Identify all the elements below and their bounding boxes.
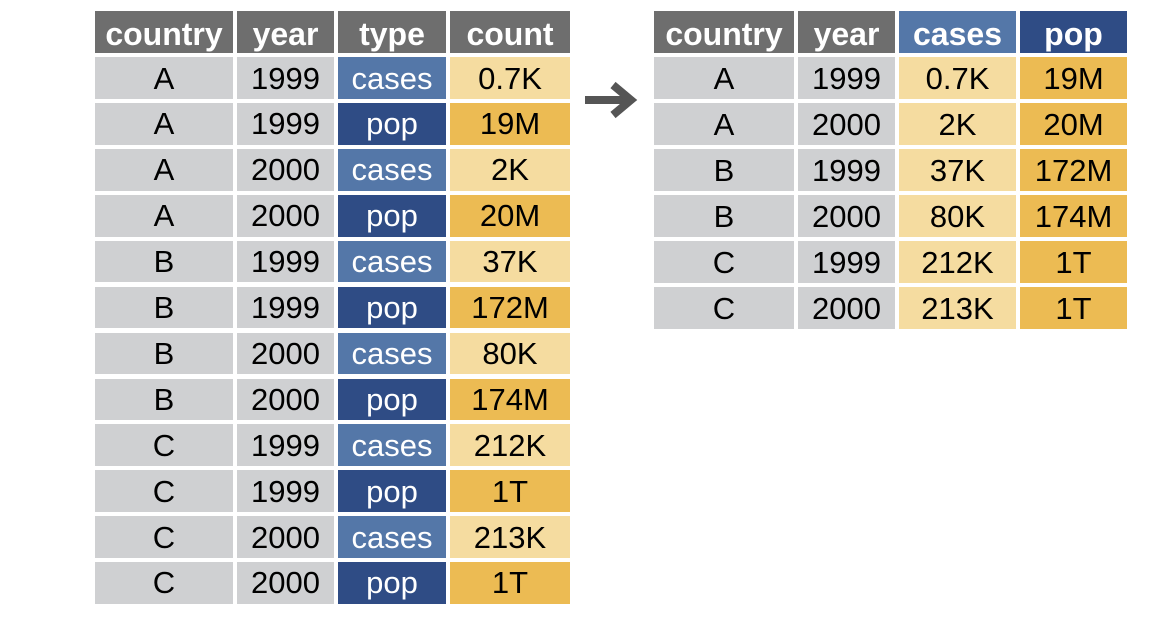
long-cell-count: 20M [450,194,570,237]
long-cell-country: C [95,470,233,512]
long-cell-type: cases [338,424,446,467]
long-cell-type: cases [338,57,446,99]
long-cell-type: pop [338,378,446,421]
wide-cell-pop: 19M [1020,57,1127,99]
long-cell-year: 1999 [237,470,334,512]
long-header-country: country [95,11,233,53]
long-cell-count: 172M [450,286,570,329]
long-cell-year: 2000 [237,194,334,237]
long-cell-year: 1999 [237,103,334,145]
long-cell-year: 2000 [237,378,334,421]
long-cell-count: 80K [450,332,570,375]
wide-header-pop: pop [1020,11,1127,53]
long-cell-type: cases [338,516,446,558]
long-cell-year: 2000 [237,516,334,558]
wide-cell-pop: 20M [1020,103,1127,145]
long-cell-type: pop [338,286,446,329]
long-cell-country: B [95,378,233,421]
wide-cell-country: C [654,241,794,283]
long-cell-type: pop [338,470,446,512]
long-cell-year: 1999 [237,240,334,283]
long-cell-count: 2K [450,149,570,191]
wide-cell-country: B [654,149,794,191]
long-cell-year: 1999 [237,424,334,467]
long-cell-year: 2000 [237,562,334,604]
long-header-year: year [237,11,334,53]
long-cell-type: pop [338,103,446,145]
long-cell-country: A [95,103,233,145]
wide-cell-year: 1999 [798,149,895,191]
long-cell-type: cases [338,240,446,283]
long-cell-type: cases [338,332,446,375]
wide-cell-cases: 80K [899,195,1016,237]
wide-cell-year: 2000 [798,287,895,329]
long-cell-count: 1T [450,470,570,512]
wide-cell-pop: 172M [1020,149,1127,191]
wide-header-cases: cases [899,11,1016,53]
long-cell-country: A [95,194,233,237]
long-cell-count: 213K [450,516,570,558]
wide-cell-pop: 174M [1020,195,1127,237]
wide-cell-country: B [654,195,794,237]
wide-cell-year: 1999 [798,57,895,99]
right-arrow-icon [585,81,638,119]
wide-cell-country: C [654,287,794,329]
wide-cell-cases: 37K [899,149,1016,191]
long-cell-country: C [95,562,233,604]
long-table: country year type count A 1999 cases 0.7K A 1… [95,11,570,604]
long-cell-count: 212K [450,424,570,467]
wide-header-year: year [798,11,895,53]
wide-cell-cases: 0.7K [899,57,1016,99]
wide-cell-cases: 2K [899,103,1016,145]
long-cell-type: pop [338,194,446,237]
long-cell-type: pop [338,562,446,604]
long-cell-country: B [95,286,233,329]
long-cell-country: C [95,516,233,558]
wide-cell-country: A [654,103,794,145]
long-cell-count: 0.7K [450,57,570,99]
long-cell-year: 2000 [237,332,334,375]
wide-header-country: country [654,11,794,53]
wide-cell-pop: 1T [1020,241,1127,283]
long-header-type: type [338,11,446,53]
long-cell-count: 37K [450,240,570,283]
long-cell-count: 1T [450,562,570,604]
long-cell-count: 19M [450,103,570,145]
wide-cell-cases: 212K [899,241,1016,283]
wide-cell-pop: 1T [1020,287,1127,329]
long-cell-country: C [95,424,233,467]
long-cell-year: 1999 [237,57,334,99]
long-cell-type: cases [338,149,446,191]
wide-cell-cases: 213K [899,287,1016,329]
long-cell-year: 1999 [237,286,334,329]
wide-cell-country: A [654,57,794,99]
wide-table: country year cases pop A 1999 0.7K 19M A 2000… [654,11,1127,329]
long-cell-year: 2000 [237,149,334,191]
long-cell-country: A [95,57,233,99]
wide-cell-year: 2000 [798,103,895,145]
long-cell-count: 174M [450,378,570,421]
long-cell-country: B [95,332,233,375]
wide-cell-year: 2000 [798,195,895,237]
long-cell-country: A [95,149,233,191]
long-cell-country: B [95,240,233,283]
wide-cell-year: 1999 [798,241,895,283]
long-header-count: count [450,11,570,53]
